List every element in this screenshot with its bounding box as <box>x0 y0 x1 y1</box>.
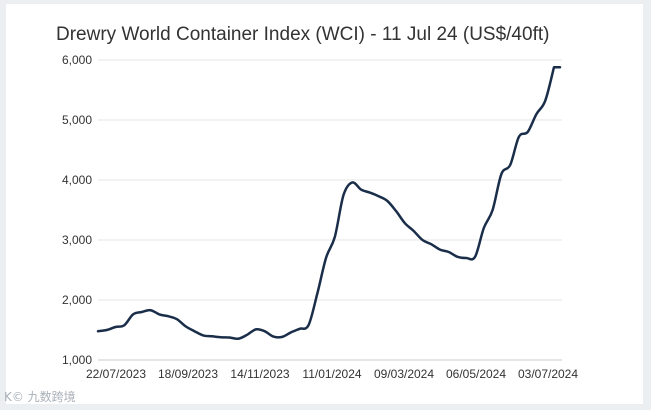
x-tick-label: 03/07/2024 <box>518 367 578 381</box>
grid-lines <box>98 59 562 361</box>
x-tick-label: 11/01/2024 <box>302 367 361 381</box>
y-tick-label: 1,000 <box>62 353 92 367</box>
watermark-text: K© 九数跨境 <box>4 390 76 404</box>
y-tick-label: 5,000 <box>62 113 92 127</box>
y-tick-label: 3,000 <box>62 233 92 247</box>
y-tick-label: 2,000 <box>62 293 92 307</box>
y-axis: 1,000 2,000 3,000 4,000 5,000 6,000 <box>62 53 92 367</box>
series-line-wci <box>96 65 562 341</box>
x-tick-label: 22/07/2023 <box>86 367 146 381</box>
series-group <box>96 65 562 341</box>
x-axis: 22/07/2023 18/09/2023 14/11/2023 11/01/2024… <box>86 367 578 381</box>
x-tick-label: 06/05/2024 <box>446 367 506 381</box>
line-chart: 1,000 2,000 3,000 4,000 5,000 6,000 22/07/202… <box>62 53 578 381</box>
x-tick-label: 18/09/2023 <box>158 367 218 381</box>
chart-card: Drewry World Container Index (WCI) - 11 … <box>6 4 643 404</box>
x-tick-label: 14/11/2023 <box>230 367 289 381</box>
y-tick-label: 4,000 <box>62 173 92 187</box>
y-tick-label: 6,000 <box>62 53 92 67</box>
chart-title: Drewry World Container Index (WCI) - 11 … <box>56 24 550 45</box>
x-tick-label: 09/03/2024 <box>374 367 434 381</box>
